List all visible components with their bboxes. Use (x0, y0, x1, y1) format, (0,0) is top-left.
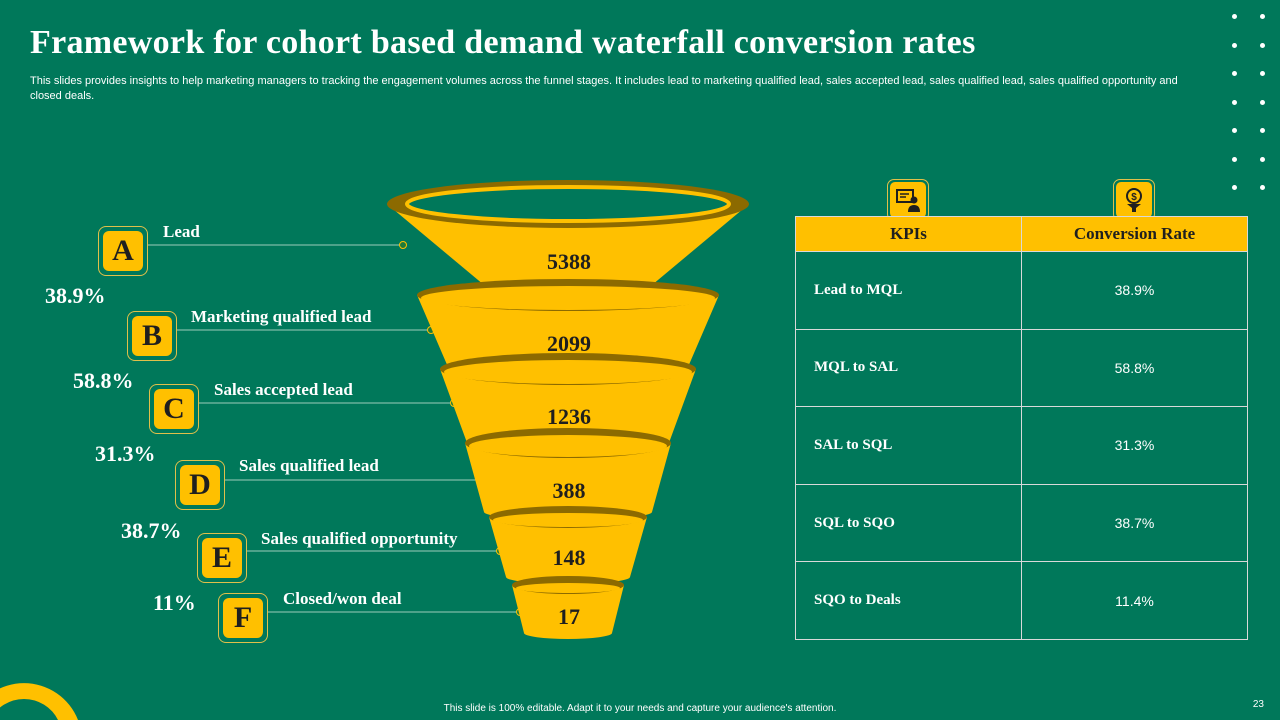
stage-badge-b: B (127, 311, 177, 361)
stage-badge-d: D (175, 460, 225, 510)
funnel-value-a: 5388 (547, 249, 591, 274)
badge-letter: C (154, 389, 194, 429)
stage-label-b: Marketing qualified lead (191, 307, 372, 326)
funnel-layer (387, 180, 749, 300)
funnel-layer (512, 576, 624, 639)
funnel-layer-body (440, 369, 696, 449)
funnel-opening (405, 185, 731, 223)
kpi-table: KPIs Conversion Rate Lead to MQL 38.9% M… (795, 216, 1248, 640)
kpi-rate: 38.9% (1021, 251, 1248, 330)
kpi-rate: 31.3% (1021, 406, 1248, 485)
funnel-value-b: 2099 (547, 331, 591, 356)
kpi-name: SQO to Deals (795, 561, 1022, 640)
funnel-layer-lip (469, 435, 667, 457)
stage-label-f: Closed/won deal (283, 589, 402, 608)
badge-letter: F (223, 598, 263, 638)
table-row: SAL to SQL 31.3% (795, 406, 1248, 485)
table-row: MQL to SAL 58.8% (795, 328, 1248, 408)
stage-label-d: Sales qualified lead (239, 456, 379, 475)
funnel-value-d: 388 (552, 478, 586, 503)
decorative-dot-grid (1228, 10, 1268, 200)
funnel-layer-lip (493, 513, 643, 527)
funnel-layer-body (512, 585, 624, 639)
decorative-dot (1260, 156, 1265, 162)
conversion-percent-ef: 11% (153, 590, 196, 615)
funnel-layer-body (387, 204, 749, 300)
stage-label-a: Lead (163, 222, 200, 241)
conversion-percent-ab: 38.9% (45, 283, 106, 308)
slide-title: Framework for cohort based demand waterf… (30, 24, 976, 61)
decorative-dot (1260, 99, 1265, 105)
decorative-dot (1232, 42, 1237, 48)
conversion-percent-de: 38.7% (121, 518, 182, 543)
svg-text:$: $ (1131, 192, 1137, 203)
funnel-layer-lip (444, 360, 692, 384)
decorative-dot (1232, 14, 1237, 19)
funnel-value-e: 148 (552, 545, 586, 570)
funnel-layer-body (465, 443, 671, 520)
funnel-value-c: 1236 (547, 404, 591, 429)
decorative-dot (1260, 71, 1265, 76)
stage-badge-e: E (197, 533, 247, 583)
conversion-percent-cd: 31.3% (95, 441, 156, 466)
funnel-layers (387, 180, 749, 639)
table-row: Lead to MQL 38.9% (795, 251, 1248, 330)
funnel-value-f: 17 (558, 604, 580, 629)
badge-letter: E (202, 538, 242, 578)
funnel-layer-body (489, 517, 647, 584)
kpi-rate: 58.8% (1021, 328, 1248, 408)
table-header-kpis: KPIs (795, 216, 1022, 252)
slide-subtitle: This slides provides insights to help ma… (30, 75, 1178, 102)
badge-letter: D (180, 465, 220, 505)
funnel-dollar-icon: $ (1113, 179, 1155, 221)
decorative-dot (1260, 128, 1265, 133)
badge-letter: B (132, 316, 172, 356)
page-number: 23 (1252, 699, 1264, 710)
decorative-dot (1232, 128, 1237, 133)
kpi-name: SAL to SQL (795, 406, 1022, 485)
stage-label-e: Sales qualified opportunity (261, 529, 458, 548)
table-header-row: KPIs Conversion Rate (795, 216, 1248, 252)
decorative-dot (1232, 185, 1237, 190)
decorative-dot (1260, 14, 1265, 19)
kpi-rate: 38.7% (1021, 483, 1248, 563)
conversion-percent-bc: 58.8% (73, 368, 134, 393)
decorative-dot (1260, 185, 1265, 190)
presentation-user-icon (887, 179, 929, 221)
decorative-dot (1232, 156, 1237, 162)
kpi-name: Lead to MQL (795, 251, 1022, 330)
table-row: SQL to SQO 38.7% (795, 483, 1248, 563)
funnel-layer (465, 428, 671, 520)
decorative-arc (0, 683, 78, 720)
stage-label-c: Sales accepted lead (214, 380, 353, 399)
table-row: SQO to Deals 11.4% (795, 561, 1248, 640)
kpi-name: MQL to SAL (795, 328, 1022, 408)
badge-letter: A (103, 231, 143, 271)
decorative-dot (1232, 71, 1237, 76)
kpi-rate: 11.4% (1021, 561, 1248, 640)
footer-note: This slide is 100% editable. Adapt it to… (443, 703, 837, 714)
funnel-layer-lip (421, 286, 715, 310)
kpi-name: SQL to SQO (795, 483, 1022, 563)
stage-badge-a: A (98, 226, 148, 276)
connector-dot (399, 241, 407, 249)
funnel-layer-lip (516, 583, 620, 593)
stage-badge-c: C (149, 384, 199, 434)
stage-badge-f: F (218, 593, 268, 643)
funnel-layer (440, 353, 696, 449)
funnel-layer (489, 506, 647, 584)
decorative-dot (1260, 42, 1265, 48)
decorative-dot (1232, 99, 1237, 105)
table-header-conversion-rate: Conversion Rate (1021, 216, 1248, 252)
